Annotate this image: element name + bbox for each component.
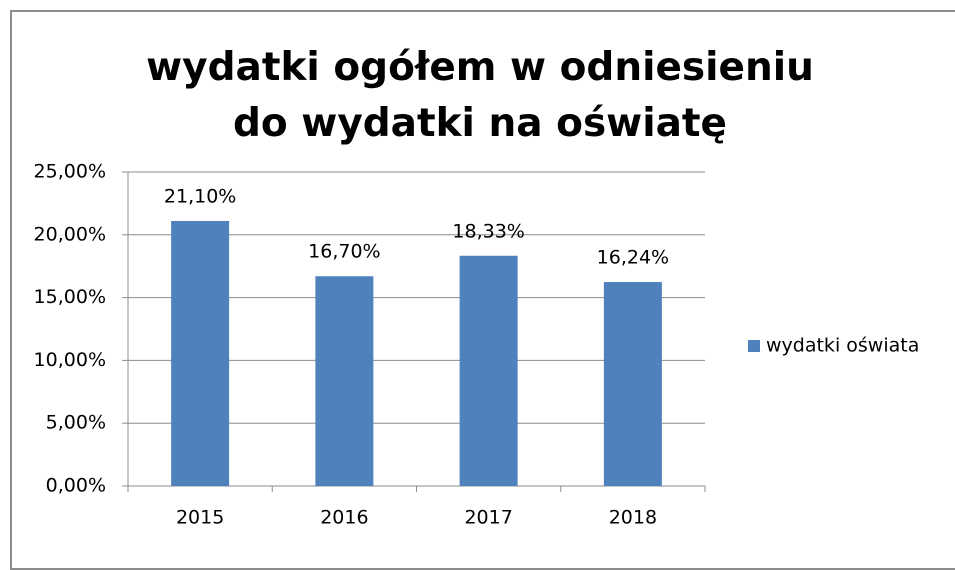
bar xyxy=(459,255,518,486)
x-tick-label: 2016 xyxy=(320,507,368,529)
bar xyxy=(603,282,662,486)
y-tick-label: 5,00% xyxy=(46,412,106,434)
legend-swatch xyxy=(748,340,760,352)
x-tick-label: 2017 xyxy=(464,507,512,529)
data-label: 21,10% xyxy=(164,185,236,207)
y-tick-label: 0,00% xyxy=(46,475,106,497)
data-label: 18,33% xyxy=(452,220,524,242)
data-label: 16,24% xyxy=(597,247,669,269)
y-tick-label: 15,00% xyxy=(34,286,106,308)
chart: 0,00% 5,00% 10,00% 15,00% 20,00% 25,00% 2015 21… xyxy=(34,161,920,529)
chart-area: wydatki ogółem w odniesieniu do wydatki … xyxy=(10,10,955,570)
bar xyxy=(171,220,230,486)
y-tick-label: 25,00% xyxy=(34,161,106,183)
legend-label: wydatki oświata xyxy=(766,335,919,357)
x-tick-label: 2015 xyxy=(176,507,224,529)
data-label: 16,70% xyxy=(308,241,380,263)
y-tick-label: 10,00% xyxy=(34,349,106,371)
chart-title: wydatki ogółem w odniesieniu do wydatki … xyxy=(146,45,814,146)
x-tick-label: 2018 xyxy=(609,507,657,529)
bar xyxy=(315,276,374,486)
y-tick-label: 20,00% xyxy=(34,223,106,245)
